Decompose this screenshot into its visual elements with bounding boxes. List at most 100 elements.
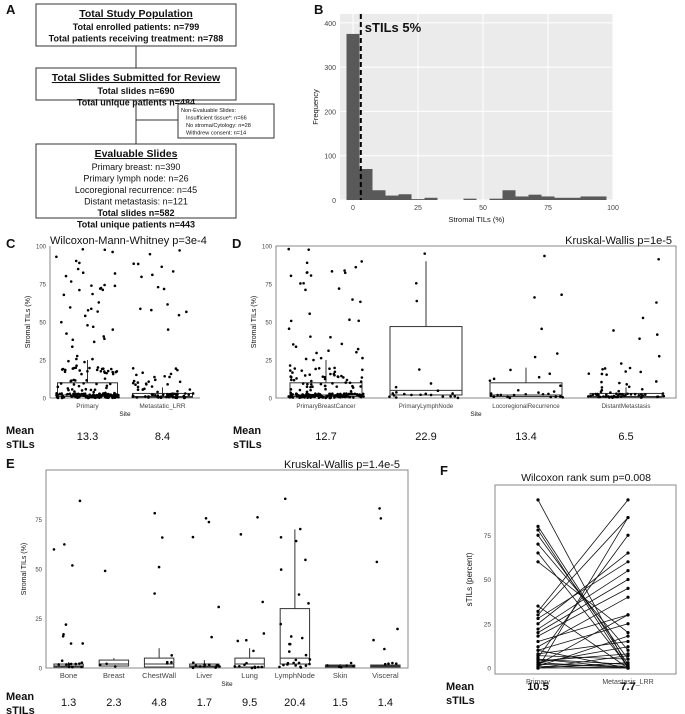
data-point: [536, 498, 540, 502]
plot-frame: [494, 484, 677, 675]
mean-value: 2.3: [106, 697, 121, 709]
box-iqr: [98, 659, 130, 667]
evaluable-slides-box-title: Evaluable Slides: [95, 148, 178, 160]
y-tick-label: 400: [324, 21, 336, 28]
data-point: [289, 388, 293, 391]
data-point: [391, 661, 394, 665]
data-point: [89, 395, 93, 399]
data-point: [309, 388, 312, 392]
data-point: [626, 498, 630, 502]
data-point: [541, 392, 545, 396]
x-tick-label: LocoregionalRecurrence: [492, 403, 560, 410]
non-evaluable-line: Non-Evaluable Slides:: [181, 108, 236, 114]
data-point: [279, 535, 283, 539]
data-point: [297, 661, 301, 665]
data-point: [394, 396, 398, 399]
data-point: [339, 392, 342, 396]
y-tick-label: 75: [265, 283, 272, 289]
data-point: [536, 533, 540, 537]
boxplot-d: [275, 245, 677, 400]
evaluable-slides-box-line: Distant metastasis: n=121: [84, 197, 188, 207]
data-point: [136, 388, 140, 392]
histogram-bar: [541, 196, 555, 200]
data-point: [288, 369, 292, 372]
data-point: [207, 520, 211, 524]
data-point: [294, 658, 298, 662]
histogram-bar: [489, 198, 503, 200]
data-point: [74, 259, 78, 263]
data-point: [105, 662, 108, 666]
data-point: [278, 665, 281, 669]
data-point: [394, 385, 398, 389]
data-point: [306, 395, 310, 399]
data-point: [492, 395, 496, 399]
pair-line: [537, 662, 629, 669]
data-point: [66, 387, 70, 390]
data-point: [338, 396, 342, 399]
data-point: [153, 378, 157, 382]
plot-frame: [275, 245, 677, 399]
data-point: [294, 664, 297, 667]
data-point: [499, 393, 503, 397]
histogram-bar: [567, 197, 581, 200]
boxplot-c: [49, 246, 200, 400]
data-point: [112, 393, 115, 397]
x-axis-label: Site: [470, 411, 482, 418]
data-point: [329, 396, 333, 399]
data-point: [303, 396, 306, 399]
mean-label: Mean: [233, 425, 261, 437]
data-point: [170, 654, 174, 657]
data-point: [414, 281, 418, 285]
data-point: [335, 385, 339, 388]
data-point: [283, 497, 287, 501]
data-point: [319, 393, 322, 397]
data-point: [187, 393, 191, 396]
data-point: [323, 384, 327, 388]
data-point: [516, 388, 520, 392]
data-point: [65, 663, 68, 666]
data-point: [86, 396, 90, 400]
data-point: [191, 535, 195, 539]
y-tick-label: 100: [324, 154, 336, 161]
data-point: [70, 379, 73, 382]
data-point: [191, 661, 195, 664]
data-point: [136, 385, 140, 389]
data-point: [626, 648, 630, 652]
data-point: [56, 385, 60, 389]
data-point: [300, 636, 304, 640]
x-tick-label: Metastasis_LRR: [602, 679, 653, 686]
mean-value: 22.9: [415, 431, 436, 443]
data-point: [626, 645, 630, 649]
data-point: [261, 600, 265, 604]
data-point: [78, 662, 81, 665]
data-point: [302, 281, 305, 285]
x-tick-label: Breast: [103, 671, 126, 680]
data-point: [173, 392, 177, 396]
y-axis-label: Stromal TILs (%): [21, 543, 28, 595]
data-point: [536, 666, 540, 670]
data-point: [166, 383, 169, 386]
data-point: [561, 396, 564, 399]
data-point: [489, 392, 493, 395]
data-point: [303, 374, 307, 377]
data-point: [153, 592, 156, 595]
data-point: [113, 272, 117, 275]
data-point: [343, 395, 347, 399]
data-point: [641, 394, 645, 397]
data-point: [626, 634, 630, 638]
data-point: [536, 613, 540, 617]
pair-line: [537, 517, 629, 616]
pair-line: [537, 641, 629, 655]
pair-line: [537, 635, 629, 667]
data-point: [150, 385, 154, 388]
data-point: [342, 376, 345, 379]
data-point: [84, 396, 88, 399]
data-point: [233, 665, 237, 668]
data-point: [88, 366, 91, 370]
data-point: [84, 387, 88, 391]
data-point: [103, 569, 107, 573]
data-point: [536, 542, 540, 546]
data-point: [536, 631, 540, 635]
x-tick-label: Metastatic_LRR: [139, 403, 186, 410]
data-point: [62, 293, 66, 297]
